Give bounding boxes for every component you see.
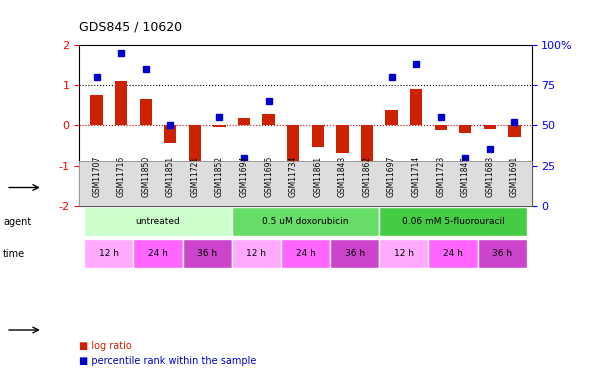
Bar — [386, 110, 398, 125]
Text: 24 h: 24 h — [443, 249, 463, 258]
Bar — [140, 99, 152, 125]
Bar — [434, 125, 447, 130]
FancyBboxPatch shape — [84, 207, 232, 236]
FancyBboxPatch shape — [478, 240, 527, 268]
Text: 24 h: 24 h — [296, 249, 315, 258]
Text: ■ percentile rank within the sample: ■ percentile rank within the sample — [79, 356, 257, 366]
Text: ■ log ratio: ■ log ratio — [79, 341, 132, 351]
FancyBboxPatch shape — [183, 240, 232, 268]
Bar — [287, 125, 299, 206]
Bar — [213, 125, 225, 128]
Bar — [336, 125, 348, 153]
FancyBboxPatch shape — [330, 240, 379, 268]
FancyBboxPatch shape — [232, 240, 281, 268]
FancyBboxPatch shape — [84, 240, 133, 268]
FancyBboxPatch shape — [281, 240, 330, 268]
Text: 36 h: 36 h — [345, 249, 365, 258]
Text: 36 h: 36 h — [197, 249, 218, 258]
Text: 0.5 uM doxorubicin: 0.5 uM doxorubicin — [262, 217, 349, 226]
FancyBboxPatch shape — [428, 240, 478, 268]
Text: 12 h: 12 h — [99, 249, 119, 258]
Text: time: time — [3, 249, 25, 259]
Bar — [484, 125, 496, 129]
Text: agent: agent — [3, 217, 31, 227]
Bar — [459, 125, 471, 133]
Bar — [164, 125, 177, 144]
FancyBboxPatch shape — [133, 240, 183, 268]
Text: GDS845 / 10620: GDS845 / 10620 — [79, 21, 183, 34]
FancyBboxPatch shape — [379, 240, 428, 268]
Text: untreated: untreated — [136, 217, 180, 226]
Text: 36 h: 36 h — [492, 249, 512, 258]
Bar — [189, 125, 201, 172]
Bar — [508, 125, 521, 137]
Text: 0.06 mM 5-fluorouracil: 0.06 mM 5-fluorouracil — [401, 217, 504, 226]
Bar — [360, 125, 373, 174]
Bar — [238, 118, 251, 125]
FancyBboxPatch shape — [379, 207, 527, 236]
Bar — [410, 89, 422, 125]
Text: 12 h: 12 h — [246, 249, 266, 258]
Bar — [115, 81, 127, 125]
Bar — [90, 95, 103, 125]
FancyBboxPatch shape — [232, 207, 379, 236]
Text: 12 h: 12 h — [394, 249, 414, 258]
Text: 24 h: 24 h — [148, 249, 168, 258]
Bar — [312, 125, 324, 147]
Bar — [263, 114, 275, 125]
